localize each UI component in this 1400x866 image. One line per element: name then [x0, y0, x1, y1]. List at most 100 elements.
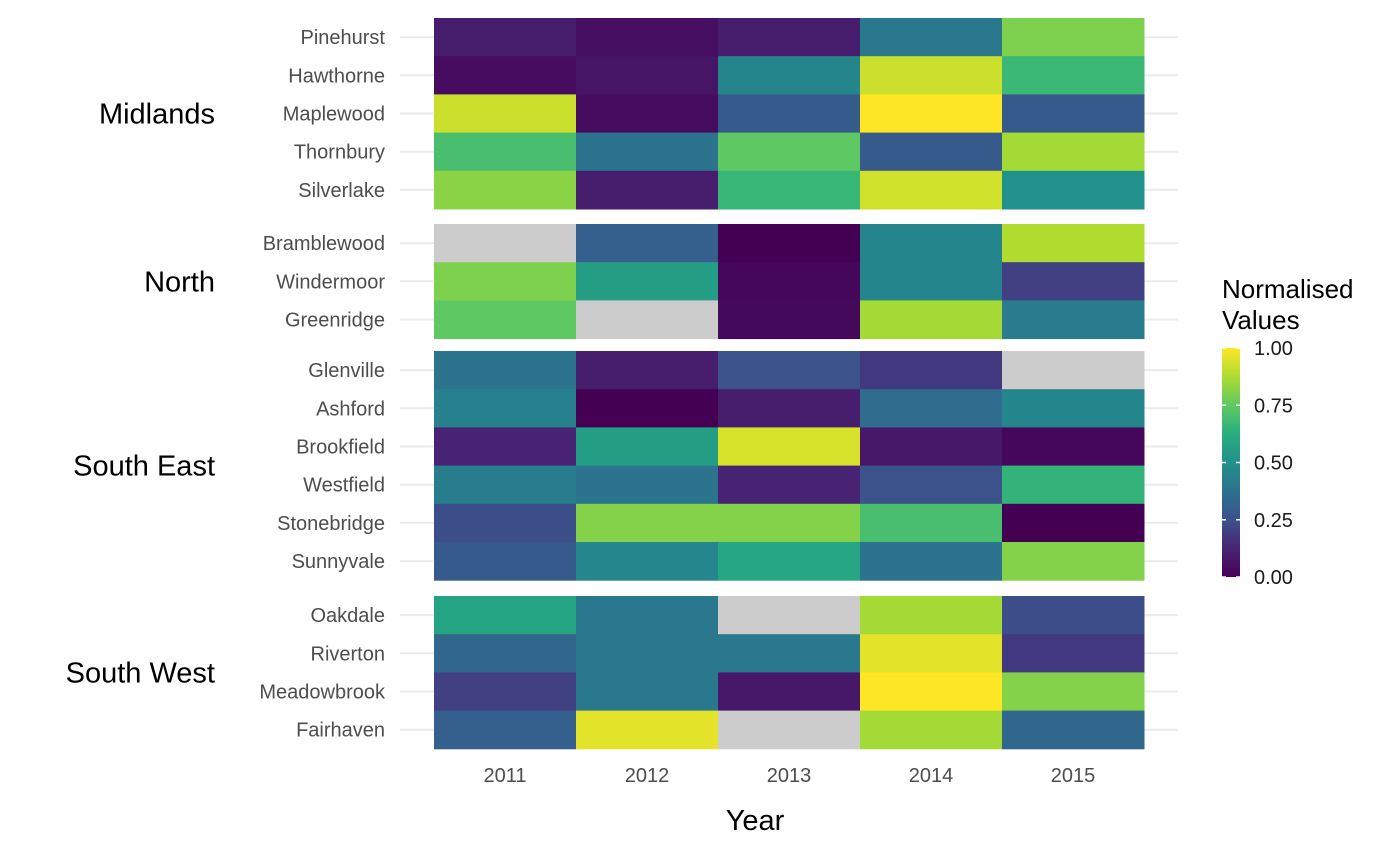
y-tick-label: Silverlake	[298, 180, 385, 202]
heatmap-cell	[860, 56, 1003, 95]
heatmap-cell	[1002, 596, 1145, 635]
heatmap-cell	[1002, 351, 1145, 390]
heatmap-cell	[434, 224, 577, 263]
x-tick-label: 2013	[767, 765, 812, 787]
legend-title-line-1: Normalised	[1222, 274, 1354, 304]
x-tick-label: 2014	[909, 765, 954, 787]
x-axis-title: Year	[726, 805, 785, 837]
heatmap-cell	[860, 18, 1003, 57]
group-label: North	[144, 266, 215, 298]
y-tick-label: Pinehurst	[301, 27, 386, 49]
panel-south-west: Oakdale Riverton Meadowbrook Fairhaven South…	[66, 596, 1178, 750]
x-tick-label: 2015	[1051, 765, 1096, 787]
heatmap-cell	[718, 56, 861, 95]
heatmap-cell	[434, 596, 577, 635]
heatmap-cell	[718, 351, 861, 390]
heatmap-cell	[860, 710, 1003, 750]
heatmap-cell	[860, 224, 1003, 263]
heatmap-cell	[1002, 132, 1145, 172]
heatmap-cell	[860, 503, 1003, 543]
heatmap-cell	[1002, 94, 1145, 134]
heatmap-cell	[860, 262, 1003, 301]
heatmap-cell	[1002, 300, 1145, 340]
panel-midlands: Pinehurst Hawthorne Maplewood Thornbury Silv…	[99, 18, 1178, 210]
heatmap-cell	[860, 132, 1003, 172]
heatmap-cell	[576, 18, 719, 57]
heatmap-cell	[860, 170, 1003, 210]
heatmap-cell	[860, 94, 1003, 134]
heatmap-cell	[434, 427, 577, 467]
y-tick-label: Windermoor	[276, 271, 385, 293]
heatmap-cell	[718, 542, 861, 581]
heatmap-cell	[718, 389, 861, 428]
legend-title-line-2: Values	[1222, 305, 1300, 335]
heatmap-cell	[434, 351, 577, 390]
x-tick-label: 2011	[483, 765, 526, 787]
panel-north: Bramblewood Windermoor Greenridge North	[144, 224, 1178, 340]
panel-south-east: Glenville Ashford Brookfield Westfield Stone…	[73, 351, 1178, 581]
heatmap-cell	[576, 262, 719, 301]
heatmap-cell	[718, 300, 861, 340]
heatmap-cell	[1002, 465, 1145, 505]
heatmap-cell	[1002, 427, 1145, 467]
y-tick-label: Bramblewood	[263, 233, 385, 255]
heatmap-cell	[576, 634, 719, 673]
x-tick-label: 2012	[625, 765, 670, 787]
legend-tick-label: 0.75	[1254, 395, 1293, 417]
legend-colorbar	[1222, 348, 1240, 577]
heatmap-cell	[576, 224, 719, 263]
heatmap-cell	[1002, 503, 1145, 543]
group-label: South West	[66, 657, 215, 689]
heatmap-cell	[434, 710, 577, 750]
heatmap-cell	[434, 300, 577, 340]
heatmap-cell	[434, 542, 577, 581]
heatmap-cell	[434, 503, 577, 543]
y-tick-label: Ashford	[316, 398, 385, 420]
y-tick-label: Meadowbrook	[259, 682, 386, 704]
heatmap-cell	[1002, 262, 1145, 301]
y-tick-label: Stonebridge	[277, 513, 385, 535]
heatmap-cell	[860, 542, 1003, 581]
heatmap-cell	[576, 351, 719, 390]
legend-tick-label: 0.50	[1254, 453, 1293, 475]
heatmap-cell	[434, 132, 577, 172]
color-legend: Normalised Values 1.00 0.75 0.50 0.25 0.00	[1222, 274, 1354, 589]
heatmap-cell	[718, 465, 861, 505]
y-tick-label: Fairhaven	[296, 720, 385, 742]
heatmap-cell	[860, 389, 1003, 428]
heatmap-cell	[576, 170, 719, 210]
y-tick-label: Maplewood	[283, 104, 385, 126]
heatmap-cell	[576, 710, 719, 750]
x-axis-ticks: 2011 2012 2013 2014 2015	[483, 765, 1095, 787]
heatmap-cell	[576, 389, 719, 428]
heatmap-cell	[718, 503, 861, 543]
heatmap-cell	[576, 672, 719, 712]
heatmap-cell	[576, 300, 719, 340]
heatmap-cell	[576, 56, 719, 95]
heatmap-cell	[1002, 224, 1145, 263]
heatmap-cell	[718, 596, 861, 635]
heatmap-panels: Pinehurst Hawthorne Maplewood Thornbury Silv…	[66, 18, 1178, 750]
group-label: South East	[73, 451, 215, 483]
y-tick-label: Brookfield	[296, 437, 385, 459]
heatmap-cell	[576, 503, 719, 543]
y-tick-label: Glenville	[308, 360, 385, 382]
heatmap-cell	[576, 542, 719, 581]
heatmap-cell	[718, 18, 861, 57]
heatmap-cell	[860, 427, 1003, 467]
heatmap-cell	[434, 18, 577, 57]
y-tick-label: Riverton	[311, 643, 385, 665]
heatmap-cell	[1002, 18, 1145, 57]
legend-tick-label: 1.00	[1254, 338, 1293, 360]
heatmap-cell	[718, 710, 861, 750]
heatmap-cell	[576, 132, 719, 172]
heatmap-cell	[718, 634, 861, 673]
heatmap-cell	[1002, 542, 1145, 581]
heatmap-cell	[860, 465, 1003, 505]
heatmap-cell	[434, 634, 577, 673]
heatmap-cell	[718, 170, 861, 210]
heatmap-cell	[1002, 170, 1145, 210]
heatmap-cell	[1002, 634, 1145, 673]
heatmap-cell	[576, 94, 719, 134]
